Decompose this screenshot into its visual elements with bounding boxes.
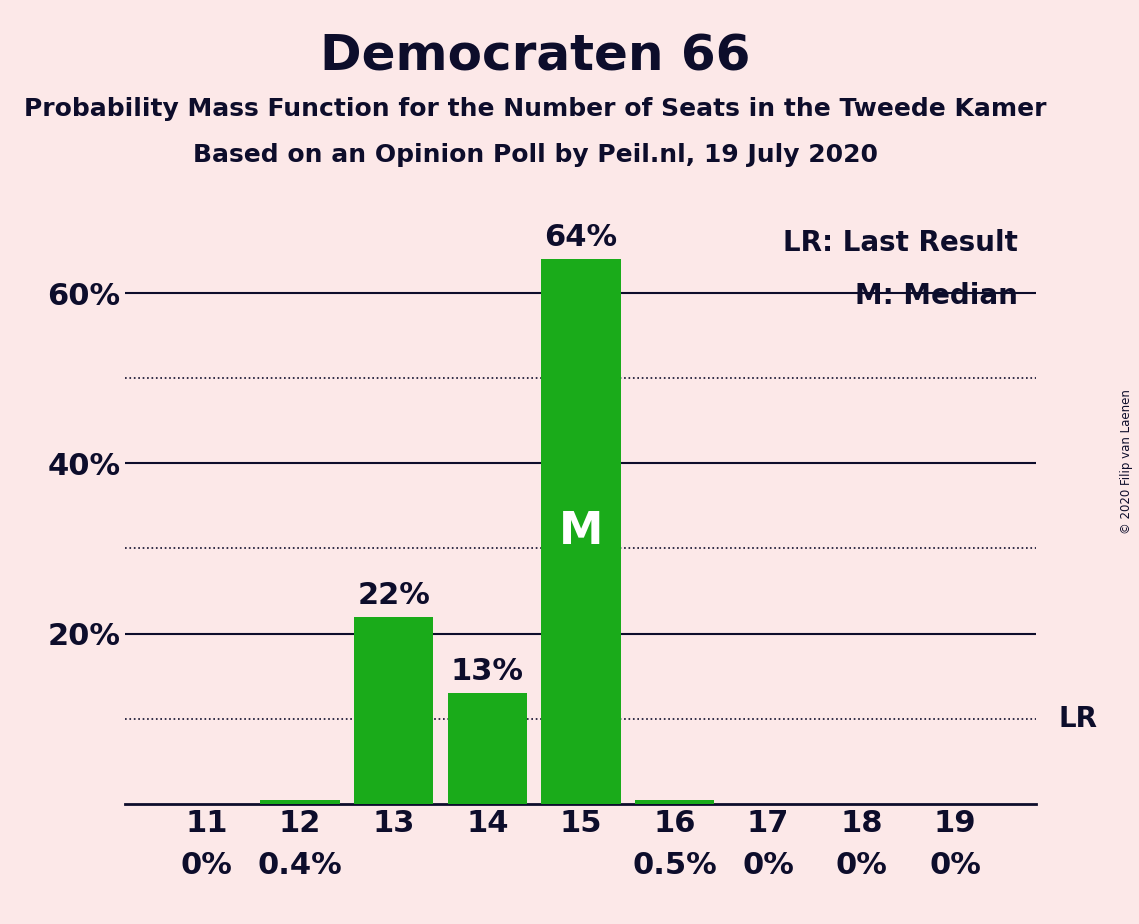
Bar [634,799,714,804]
Text: © 2020 Filip van Laenen: © 2020 Filip van Laenen [1121,390,1133,534]
Text: Democraten 66: Democraten 66 [320,32,751,80]
Text: LR: LR [1058,705,1097,733]
Bar [448,693,527,804]
Bar [261,800,339,804]
Text: Based on an Opinion Poll by Peil.nl, 19 July 2020: Based on an Opinion Poll by Peil.nl, 19 … [192,143,878,167]
Text: 0%: 0% [836,851,887,880]
Text: M: M [559,510,603,553]
Text: 0%: 0% [929,851,981,880]
Text: 64%: 64% [544,224,617,252]
Bar [354,616,434,804]
Text: 0.4%: 0.4% [257,851,343,880]
Text: 0.5%: 0.5% [632,851,716,880]
Text: 22%: 22% [358,581,431,610]
Bar [541,259,621,804]
Text: 0%: 0% [181,851,232,880]
Text: LR: Last Result: LR: Last Result [784,229,1018,257]
Text: 0%: 0% [743,851,794,880]
Text: M: Median: M: Median [855,283,1018,310]
Text: Probability Mass Function for the Number of Seats in the Tweede Kamer: Probability Mass Function for the Number… [24,97,1047,121]
Text: 13%: 13% [451,657,524,687]
